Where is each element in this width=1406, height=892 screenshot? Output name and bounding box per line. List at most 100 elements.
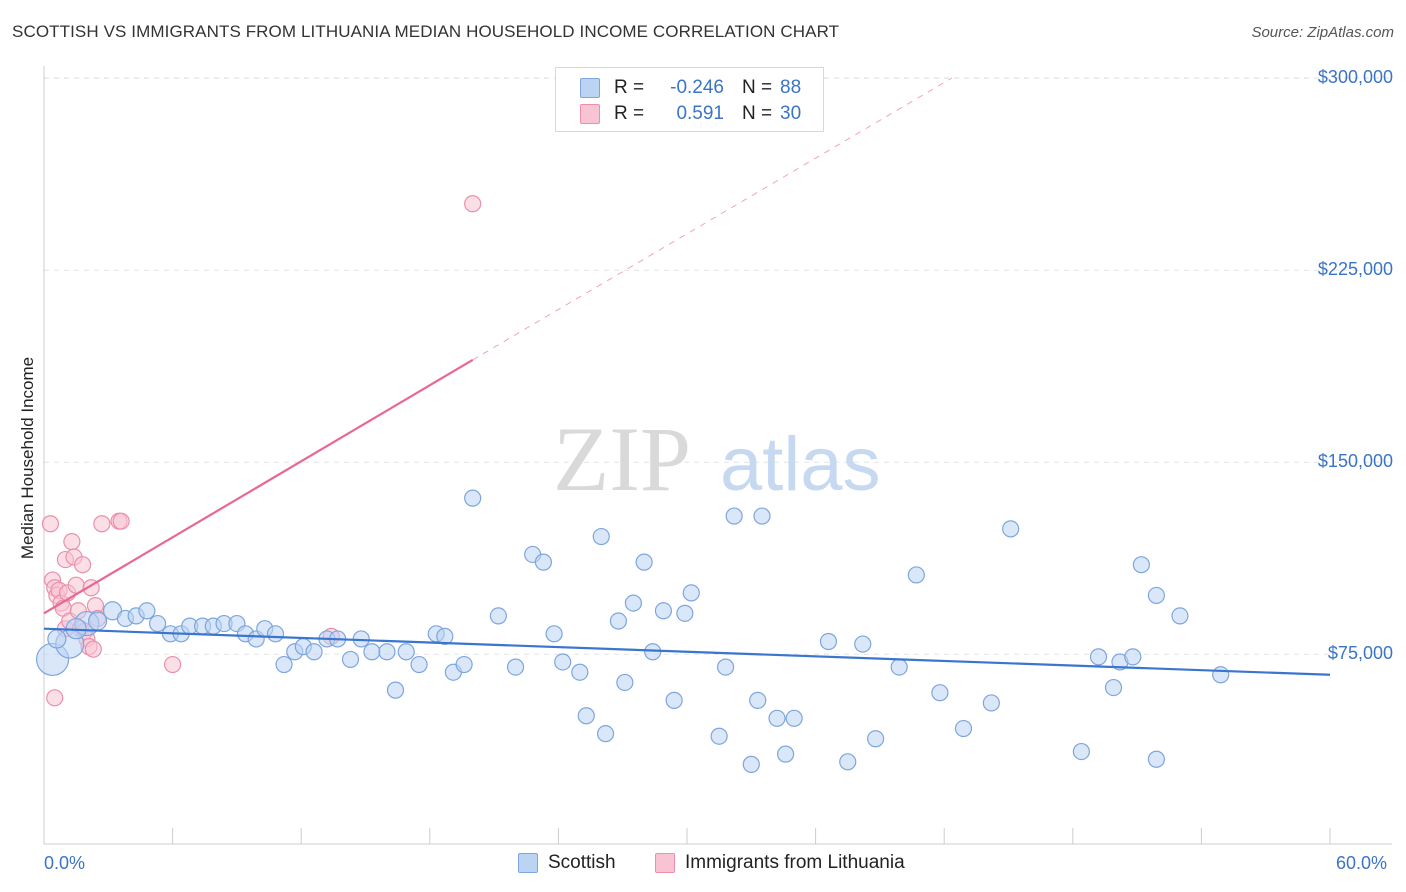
scottish-point xyxy=(776,745,795,763)
scottish-point xyxy=(710,727,728,745)
bottom-legend-scottish: Scottish xyxy=(518,852,616,874)
bottom-legend-lithuania: Immigrants from Lithuania xyxy=(655,852,905,874)
scottish-point xyxy=(341,650,360,669)
scottish-point xyxy=(931,684,949,702)
scottish-point xyxy=(635,553,653,571)
scottish-point xyxy=(753,507,771,525)
scottish-point xyxy=(785,709,803,727)
legend-r-value: 0.591 xyxy=(676,103,724,124)
lithuania-point xyxy=(464,195,482,213)
scottish-point xyxy=(275,655,293,674)
scottish-point xyxy=(982,694,1000,712)
scottish-point xyxy=(554,653,572,671)
scottish-point xyxy=(592,527,610,546)
scottish-point xyxy=(907,566,925,584)
scottish-point xyxy=(819,632,838,651)
scottish-point xyxy=(1171,607,1189,625)
y-tick-label-225000: $225,000 xyxy=(1317,259,1393,280)
scottish-point xyxy=(47,629,67,649)
scottish-point xyxy=(890,658,908,676)
scottish-point xyxy=(616,673,634,692)
grid-lines xyxy=(44,77,1392,655)
scottish-point xyxy=(742,755,760,773)
legend-n-label: N = xyxy=(742,103,773,124)
scottish-point xyxy=(1104,678,1123,697)
scottish-point xyxy=(378,643,396,661)
lithuania-point xyxy=(93,515,111,533)
x-tick-label-max: 60.0% xyxy=(1336,853,1388,873)
scottish-point xyxy=(1147,750,1165,768)
scottish-point xyxy=(749,691,767,709)
legend-row-scottish: R = -0.246 N = 88 xyxy=(580,76,801,100)
scottish-point xyxy=(397,643,415,661)
scottish-point xyxy=(436,627,454,645)
legend-swatch-pink xyxy=(580,104,600,124)
x-tick-label-min: 0.0% xyxy=(44,853,86,873)
scottish-point xyxy=(148,614,167,633)
scottish-point xyxy=(854,635,872,653)
y-tick-label-75000: $75,000 xyxy=(1327,643,1393,664)
bottom-legend-swatch-pink xyxy=(655,853,675,873)
lithuania-point xyxy=(73,556,92,574)
scottish-point xyxy=(363,643,381,661)
scottish-point xyxy=(654,602,673,620)
scottish-point xyxy=(596,725,615,743)
scottish-point xyxy=(676,604,694,622)
scottish-points xyxy=(35,489,1230,773)
scottish-point xyxy=(1089,648,1108,666)
scottish-point xyxy=(138,602,156,620)
legend-r-label: R = xyxy=(614,77,645,98)
legend-row-lithuania: R = 0.591 N = 30 xyxy=(580,102,801,126)
scottish-point xyxy=(1124,648,1142,666)
chart-source: Source: ZipAtlas.com xyxy=(1251,24,1394,41)
scottish-point xyxy=(1132,556,1150,574)
bottom-legend-swatch-blue xyxy=(518,853,538,873)
scottish-point xyxy=(839,753,857,771)
scottish-point xyxy=(534,553,552,571)
legend-n-label: N = xyxy=(742,77,773,98)
trend-lines xyxy=(43,77,1331,676)
scottish-point xyxy=(489,607,507,625)
legend-r-label: R = xyxy=(614,103,645,124)
watermark: ZIP atlas xyxy=(553,408,881,510)
scottish-point xyxy=(768,709,786,727)
lithuania-point xyxy=(84,640,102,658)
watermark-zip: ZIP xyxy=(553,408,691,510)
lithuania-point xyxy=(63,533,81,551)
scottish-trend-line xyxy=(43,627,1331,676)
scottish-point xyxy=(1072,742,1090,761)
scottish-point xyxy=(609,612,628,630)
scottish-point xyxy=(455,655,473,674)
scottish-point xyxy=(506,658,525,676)
scottish-point xyxy=(716,658,735,676)
scottish-point xyxy=(954,719,973,738)
lithuania-trend-extension xyxy=(472,77,953,361)
bottom-legend-label-lithuania: Immigrants from Lithuania xyxy=(685,852,905,873)
lithuania-point xyxy=(41,515,60,533)
y-tick-label-150000: $150,000 xyxy=(1317,451,1393,472)
scottish-point xyxy=(545,625,563,643)
scottish-point xyxy=(682,584,700,602)
scottish-point xyxy=(577,707,595,725)
bottom-legend-label-scottish: Scottish xyxy=(548,852,616,873)
scottish-point xyxy=(867,730,885,748)
stats-legend: R = -0.246 N = 88 R = 0.591 N = 30 xyxy=(555,67,824,132)
legend-r-value: -0.246 xyxy=(670,77,724,98)
scottish-point xyxy=(410,655,428,674)
watermark-atlas: atlas xyxy=(720,422,881,507)
lithuania-point xyxy=(46,689,64,707)
scottish-point xyxy=(1212,666,1230,684)
scottish-point xyxy=(305,643,323,661)
scottish-point xyxy=(624,594,643,612)
scottish-point xyxy=(1002,520,1020,538)
legend-swatch-blue xyxy=(580,78,600,98)
legend-n-value: 30 xyxy=(780,103,802,124)
scottish-point xyxy=(386,681,405,699)
scottish-point xyxy=(571,663,589,681)
axes xyxy=(43,66,1392,845)
lithuania-trend-line xyxy=(43,358,474,615)
scottish-point xyxy=(266,625,285,643)
legend-n-value: 88 xyxy=(780,77,802,98)
lithuania-point xyxy=(112,512,130,530)
